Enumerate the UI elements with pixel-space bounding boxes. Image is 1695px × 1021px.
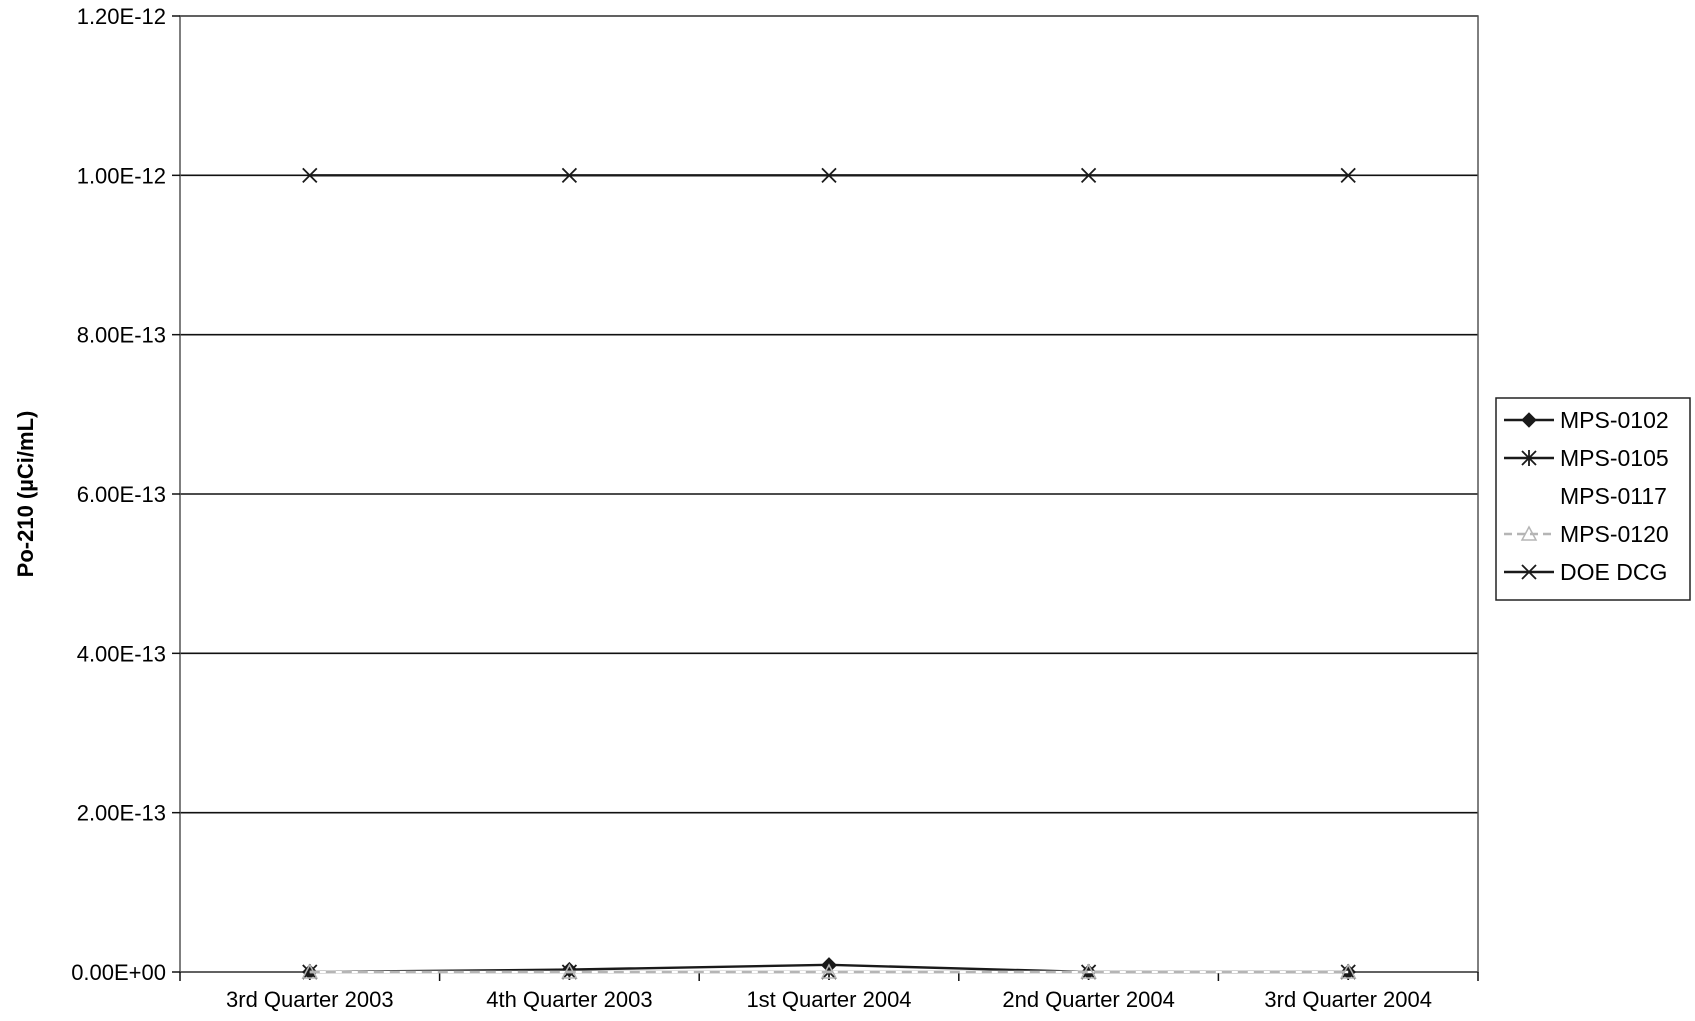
data-point: [1520, 525, 1538, 541]
legend-item: MPS-0117: [1504, 483, 1667, 509]
legend: MPS-0102 MPS-0105 MPS-0117 MPS-0120 DOE DCG: [1495, 397, 1691, 601]
y-tick-label: 8.00E-13: [77, 323, 166, 348]
legend-label: MPS-0105: [1560, 445, 1669, 471]
y-tick-label: 6.00E-13: [77, 482, 166, 507]
series-mps-0120: [301, 963, 1357, 979]
legend-box: [1495, 397, 1691, 601]
x-tick-label: 2nd Quarter 2004: [1002, 987, 1174, 1012]
series-doe-dcg: [302, 167, 1356, 183]
data-point: [1521, 412, 1537, 428]
data-point: [302, 167, 318, 183]
data-point: [1339, 963, 1357, 979]
y-tick-label: 4.00E-13: [77, 641, 166, 666]
legend-label: DOE DCG: [1560, 559, 1667, 585]
data-point: [1080, 963, 1097, 979]
data-point: [1080, 167, 1097, 183]
data-point: [1521, 564, 1537, 580]
legend-item: MPS-0105: [1504, 445, 1669, 471]
y-tick-label: 0.00E+00: [71, 960, 166, 985]
legend-label: MPS-0120: [1560, 521, 1669, 547]
y-axis: 0.00E+00 2.00E-13 4.00E-13 6.00E-13 8.00E-13…: [71, 4, 180, 985]
data-point: [1521, 450, 1537, 466]
legend-label: MPS-0102: [1560, 407, 1669, 433]
x-tick-label: 1st Quarter 2004: [746, 987, 911, 1012]
data-point: [561, 167, 578, 183]
data-point: [821, 167, 837, 183]
x-axis: 3rd Quarter 2003 4th Quarter 2003 1st Quar…: [179, 972, 1479, 1012]
legend-label: MPS-0117: [1560, 483, 1667, 509]
data-point: [561, 963, 578, 979]
x-tick-label: 3rd Quarter 2003: [226, 987, 394, 1012]
data-point: [301, 963, 319, 979]
x-tick-label: 3rd Quarter 2004: [1264, 987, 1432, 1012]
y-tick-label: 1.20E-12: [77, 4, 166, 29]
gridlines: [180, 15, 1478, 973]
legend-item: MPS-0120: [1504, 521, 1669, 547]
x-tick-label: 4th Quarter 2003: [486, 987, 652, 1012]
y-tick-label: 1.00E-12: [77, 163, 166, 188]
data-point: [820, 963, 838, 979]
legend-item: MPS-0102: [1504, 407, 1669, 433]
series-layer: [301, 167, 1357, 980]
y-tick-label: 2.00E-13: [77, 801, 166, 826]
legend-item: DOE DCG: [1504, 559, 1667, 585]
y-axis-title: Po-210 (µCi/mL): [13, 411, 38, 578]
data-point: [1340, 167, 1356, 183]
